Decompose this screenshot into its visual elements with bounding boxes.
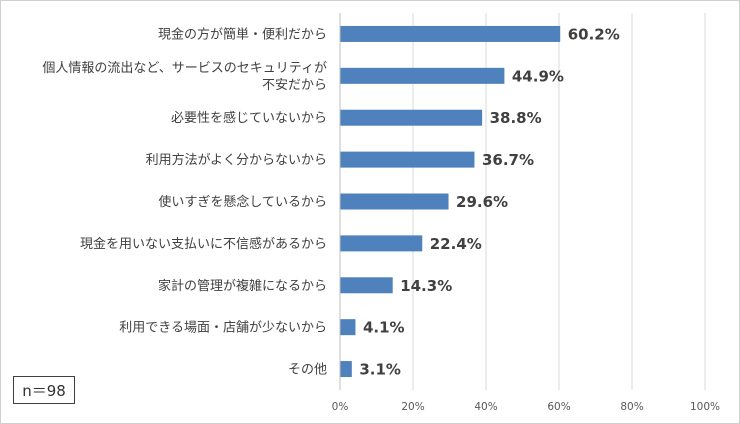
data-label: 44.9%	[512, 67, 564, 85]
x-tick-label: 100%	[690, 401, 720, 413]
bar	[340, 67, 505, 84]
bar	[340, 235, 423, 252]
category-label: 利用できる場面・店舗が少ないから	[119, 321, 327, 336]
x-tick-label: 40%	[474, 401, 497, 413]
data-label: 38.8%	[490, 109, 542, 127]
x-tick-label: 60%	[547, 401, 570, 413]
bar	[340, 25, 561, 42]
category-label: 現金の方が簡単・便利だから	[158, 26, 327, 42]
category-label: 個人情報の流出など、サービスのセキュリティが	[42, 61, 327, 76]
sample-size-label: n＝98	[13, 376, 75, 404]
bar	[340, 109, 483, 126]
bar	[340, 361, 352, 378]
data-label: 60.2%	[568, 25, 620, 43]
data-label: 4.1%	[363, 319, 405, 337]
x-tick-label: 0%	[332, 401, 349, 413]
x-tick-label: 80%	[620, 401, 643, 413]
bar	[340, 193, 449, 210]
category-label: 不安だから	[262, 78, 327, 93]
category-label: 使いすぎを懸念しているから	[158, 194, 327, 210]
data-label: 3.1%	[359, 361, 401, 379]
category-label: 現金を用いない支払いに不信感があるから	[80, 236, 327, 252]
data-label: 22.4%	[430, 235, 482, 253]
bar	[340, 151, 475, 168]
category-label: 必要性を感じていないから	[171, 110, 327, 126]
data-label: 14.3%	[400, 277, 452, 295]
data-label: 29.6%	[456, 193, 508, 211]
bar	[340, 319, 356, 336]
category-label: その他	[288, 363, 327, 378]
data-label: 36.7%	[482, 151, 534, 169]
category-label: 家計の管理が複雑になるから	[158, 278, 327, 294]
category-label: 利用方法がよく分からないから	[146, 152, 327, 168]
x-tick-label: 20%	[401, 401, 424, 413]
bar	[340, 277, 393, 294]
